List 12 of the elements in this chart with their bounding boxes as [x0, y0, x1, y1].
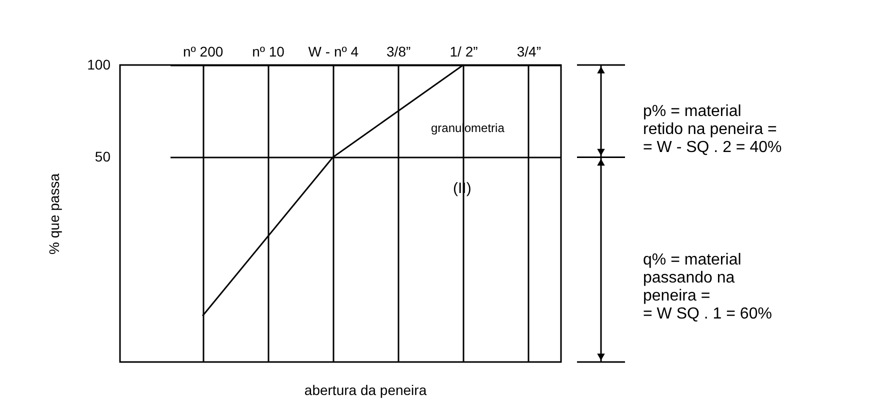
- x-tick-label: nº 10: [252, 44, 285, 60]
- x-tick-label: 1/ 2”: [450, 44, 478, 60]
- x-axis-title: abertura da peneira: [304, 382, 427, 398]
- x-tick-label: 3/8”: [386, 44, 411, 60]
- y-tick-label: 100: [87, 56, 111, 72]
- x-tick-label: 3/4”: [516, 44, 542, 60]
- y-axis-title: % que passa: [46, 173, 62, 254]
- text: p% = material retido na peneira = = W - SQ . 2 = 40%: [643, 103, 782, 156]
- x-tick-label: nº 200: [183, 44, 224, 60]
- x-tick-label: W - nº 4: [308, 44, 359, 60]
- text: q% = material passando na peneira = = W SQ . 1 = 60%: [643, 252, 772, 323]
- y-tick-label: 50: [94, 148, 111, 165]
